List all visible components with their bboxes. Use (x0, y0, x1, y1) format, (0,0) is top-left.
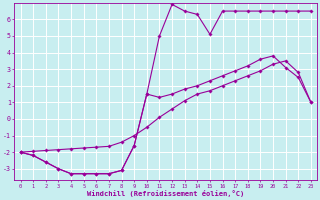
X-axis label: Windchill (Refroidissement éolien,°C): Windchill (Refroidissement éolien,°C) (87, 190, 244, 197)
